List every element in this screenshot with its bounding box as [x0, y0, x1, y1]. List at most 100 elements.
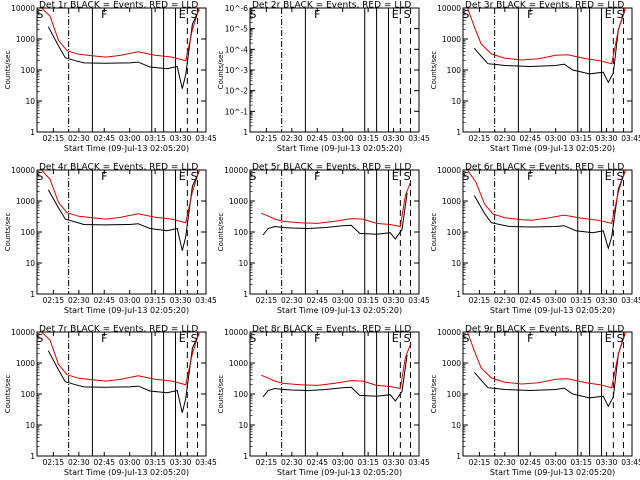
y-axis-label: Counts/sec [217, 375, 225, 414]
plot-frame [36, 7, 207, 133]
x-tick-label: 02:45 [306, 296, 328, 305]
y-tick-label: 10^-6 [225, 4, 249, 13]
x-tick-label: 03:30 [170, 458, 192, 467]
detector-panel: Det 9r BLACK = Events, RED = LLD 1 10 100 10… [430, 325, 640, 478]
segment-marker: F [527, 332, 533, 345]
events-series-line [262, 355, 408, 402]
events-series-line [47, 171, 200, 251]
events-series-line [473, 9, 626, 84]
y-tick-label: 1000 [16, 197, 35, 206]
lld-series-line [467, 331, 626, 389]
segment-marker: E [392, 170, 399, 183]
x-tick-label: 02:15 [43, 134, 65, 143]
y-axis-label: Counts/sec [4, 51, 12, 90]
y-tick-label: 100 [447, 66, 462, 75]
plot-frame [249, 169, 420, 295]
x-tick-label: 03:15 [570, 296, 592, 305]
segment-marker: S [191, 170, 198, 183]
y-axis-label: Counts/sec [4, 213, 12, 252]
detector-panel: Det 8r BLACK = Events, RED = LLD 1 10 100 10… [217, 325, 430, 478]
x-tick-label: 03:30 [383, 134, 405, 143]
x-axis-label: Start Time (09-Jul-13 02:05:20) [64, 144, 189, 153]
y-axis-label: Counts/sec [217, 51, 225, 90]
y-tick-label: 1000 [16, 35, 35, 44]
x-tick-label: 02:30 [494, 458, 516, 467]
y-tick-label: 10 [25, 421, 35, 430]
segment-marker: S [191, 8, 198, 21]
y-tick-label: 1 [456, 128, 461, 137]
y-tick-label: 1000 [442, 359, 461, 368]
y-tick-label: 10^-5 [225, 25, 249, 34]
y-tick-label: 1 [30, 452, 35, 461]
x-tick-label: 02:45 [519, 458, 541, 467]
segment-marker: S [404, 170, 411, 183]
x-tick-label: 03:15 [144, 134, 166, 143]
x-tick-label: 02:15 [43, 458, 65, 467]
segment-marker: S [249, 170, 256, 183]
y-tick-label: 100 [447, 228, 462, 237]
x-axis-label: Start Time (09-Jul-13 02:05:20) [490, 468, 615, 477]
x-axis-label: Start Time (09-Jul-13 02:05:20) [490, 306, 615, 315]
y-tick-label: 10^-2 [225, 87, 249, 96]
x-tick-label: 02:45 [306, 458, 328, 467]
segment-marker: E [179, 170, 186, 183]
segment-marker: S [404, 332, 411, 345]
x-tick-label: 02:15 [469, 134, 491, 143]
panel-title: Det 6r BLACK = Events, RED = LLD [465, 163, 624, 173]
x-tick-label: 03:00 [332, 458, 354, 467]
y-tick-label: 10^-4 [225, 45, 249, 54]
plot-frame [249, 331, 420, 457]
y-tick-label: 1000 [442, 197, 461, 206]
y-tick-label: 1000 [229, 359, 248, 368]
y-tick-label: 10 [25, 97, 35, 106]
events-series-line [473, 171, 626, 250]
events-series-line [262, 193, 408, 240]
segment-marker: S [617, 170, 624, 183]
x-tick-label: 03:15 [144, 458, 166, 467]
segment-marker: S [404, 8, 411, 21]
y-tick-label: 1 [456, 290, 461, 299]
y-tick-label: 10000 [224, 166, 248, 175]
segment-marker: S [249, 332, 256, 345]
x-tick-label: 03:45 [408, 458, 430, 467]
segment-marker: F [101, 170, 107, 183]
segment-marker: S [462, 170, 469, 183]
segment-marker: S [617, 332, 624, 345]
y-tick-label: 100 [21, 228, 36, 237]
x-tick-label: 02:15 [43, 296, 65, 305]
x-tick-label: 02:15 [256, 134, 278, 143]
x-tick-label: 02:30 [494, 296, 516, 305]
y-tick-label: 10 [451, 259, 461, 268]
y-axis-label: Counts/sec [4, 375, 12, 414]
y-tick-label: 10 [238, 259, 248, 268]
x-tick-label: 03:45 [195, 296, 217, 305]
y-tick-label: 100 [21, 66, 36, 75]
lld-series-line [467, 169, 626, 225]
x-tick-label: 02:45 [93, 296, 115, 305]
panel-title: Det 9r BLACK = Events, RED = LLD [465, 325, 624, 335]
x-tick-label: 03:45 [195, 134, 217, 143]
panel-title: Det 2r BLACK = Events, RED = LLD [252, 1, 411, 11]
segment-marker: S [36, 332, 43, 345]
x-tick-label: 02:30 [68, 458, 90, 467]
x-tick-label: 02:45 [519, 134, 541, 143]
x-tick-label: 03:00 [545, 296, 567, 305]
plot-frame [36, 331, 207, 457]
x-tick-label: 03:30 [596, 134, 618, 143]
segment-marker: S [249, 8, 256, 21]
y-tick-label: 1000 [229, 197, 248, 206]
x-tick-label: 02:15 [256, 296, 278, 305]
x-tick-label: 02:15 [256, 458, 278, 467]
segment-marker: S [462, 332, 469, 345]
y-tick-label: 100 [234, 390, 249, 399]
y-tick-label: 10000 [437, 166, 461, 175]
x-tick-label: 02:45 [93, 134, 115, 143]
lld-series-line [41, 331, 200, 386]
x-tick-label: 02:30 [281, 458, 303, 467]
detector-panel: Det 5r BLACK = Events, RED = LLD 1 10 100 10… [217, 163, 430, 316]
lld-series-line [41, 7, 200, 62]
x-tick-label: 02:45 [519, 296, 541, 305]
segment-marker: S [191, 332, 198, 345]
x-tick-label: 02:30 [281, 134, 303, 143]
